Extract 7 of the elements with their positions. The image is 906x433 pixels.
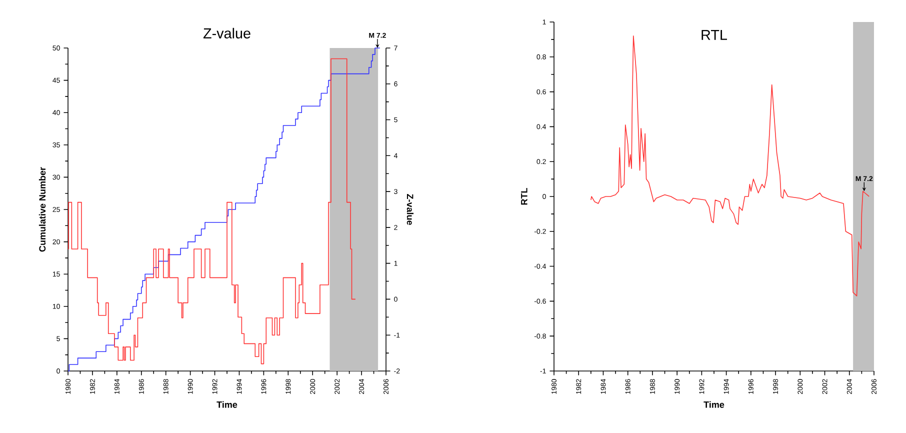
x-axis-title: Time [704, 401, 724, 408]
y-axis-title: Cumulative Number [38, 167, 46, 252]
chart-title: RTL [702, 30, 727, 40]
y-axis-title: RTL [521, 188, 528, 205]
chart-title: Z-value [203, 28, 250, 38]
y2-axis-title: Z-value [406, 194, 414, 225]
x-axis-title: Time [216, 401, 238, 408]
